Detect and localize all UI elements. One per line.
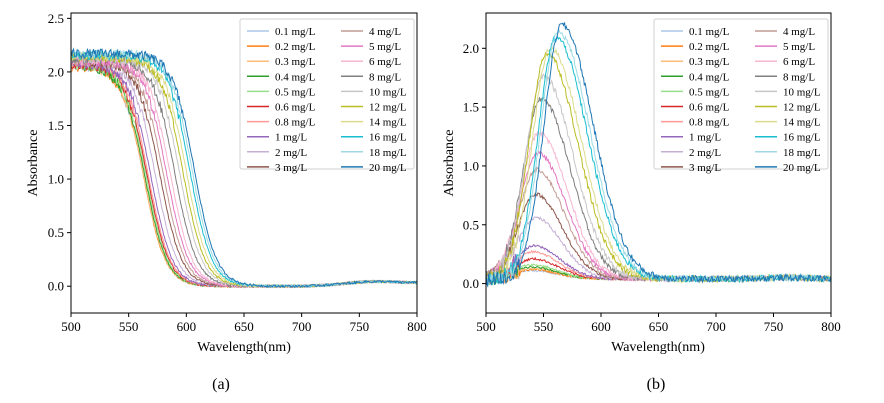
a-legend-label: 1 mg/L (275, 132, 307, 144)
b-legend-label: 10 mg/L (783, 86, 821, 98)
b-x-tick-label: 600 (591, 319, 611, 334)
a-legend-label: 16 mg/L (369, 132, 407, 144)
panel-a-series-line (70, 47, 418, 289)
b-legend-label: 5 mg/L (783, 41, 815, 53)
a-y-tick-label: 1.0 (48, 172, 64, 187)
panel-b-legend: 0.1 mg/L 0.2 mg/L 0.3 mg/L 0.4 mg/L 0.5 mg/L… (653, 18, 829, 174)
panel-b-xlabel: Wavelength(nm) (611, 340, 705, 355)
a-x-tick-label: 700 (292, 319, 312, 334)
a-y-tick-label: 1.5 (48, 118, 64, 133)
a-x-tick-label: 800 (407, 319, 427, 334)
b-legend-label: 1 mg/L (689, 132, 721, 144)
b-legend-label: 8 mg/L (783, 71, 815, 83)
b-x-tick-label: 750 (764, 319, 784, 334)
b-x-tick-label: 650 (649, 319, 669, 334)
a-x-tick-label: 750 (350, 319, 370, 334)
a-legend-label: 0.3 mg/L (275, 56, 316, 68)
panel-b-label: (b) (647, 376, 666, 393)
panel-a-legend: 0.1 mg/L 0.2 mg/L 0.3 mg/L 0.4 mg/L 0.5 mg/L… (239, 18, 415, 174)
panel-a-plot-area (70, 47, 418, 289)
a-legend-label: 0.2 mg/L (275, 41, 316, 53)
panel-b-ticks: 500 550 600 650 700 750 800 0.0 0.5 1.0 1.5 2.0 (463, 41, 841, 334)
a-legend-label: 12 mg/L (369, 102, 407, 114)
b-legend-label: 2 mg/L (689, 147, 721, 159)
b-legend-label: 18 mg/L (783, 147, 821, 159)
b-y-tick-label: 1.0 (463, 158, 479, 173)
a-legend-label: 0.4 mg/L (275, 71, 316, 83)
b-legend-label: 0.3 mg/L (689, 56, 730, 68)
a-legend-label: 5 mg/L (369, 41, 401, 53)
panel-b: 500 550 600 650 700 750 800 0.0 0.5 1.0 1.5 2.0 Wav… (442, 12, 841, 393)
a-legend-label: 0.8 mg/L (275, 117, 316, 129)
a-legend-label: 20 mg/L (369, 162, 407, 174)
panel-b-ylabel: Absorbance (442, 130, 457, 197)
b-legend-label: 0.8 mg/L (689, 117, 730, 129)
b-y-tick-label: 1.5 (463, 100, 479, 115)
a-legend-label: 6 mg/L (369, 56, 401, 68)
b-legend-label: 0.6 mg/L (689, 102, 730, 114)
a-y-tick-label: 2.0 (48, 64, 64, 79)
panel-a-xlabel: Wavelength(nm) (197, 340, 291, 355)
a-legend-box (239, 18, 415, 170)
panel-a-ylabel: Absorbance (26, 130, 41, 197)
a-y-tick-label: 2.5 (48, 11, 64, 26)
a-legend-label: 3 mg/L (275, 162, 307, 174)
a-legend-label: 0.1 mg/L (275, 26, 316, 38)
panel-b-series-line (485, 22, 832, 288)
b-x-tick-label: 500 (476, 319, 496, 334)
panel-a-label: (a) (212, 376, 230, 393)
b-legend-label: 0.5 mg/L (689, 86, 730, 98)
b-legend-box (653, 18, 829, 170)
a-x-tick-label: 600 (177, 319, 197, 334)
panel-b-series-line (485, 166, 832, 283)
panel-b-plot-area (485, 22, 832, 288)
a-legend-label: 10 mg/L (369, 86, 407, 98)
panel-a-ticks: 500 550 600 650 700 750 800 0.0 0.5 1.0 1.5 2.0 2.5 (48, 11, 427, 334)
a-x-tick-label: 550 (119, 319, 139, 334)
panel-a: 500 550 600 650 700 750 8000.00.51.01.52.02.5 … (26, 11, 427, 393)
b-x-tick-label: 800 (821, 319, 841, 334)
a-legend-label: 14 mg/L (369, 117, 407, 129)
a-legend-label: 0.6 mg/L (275, 102, 316, 114)
b-legend-label: 0.2 mg/L (689, 41, 730, 53)
b-legend-label: 20 mg/L (783, 162, 821, 174)
a-y-tick-label: 0.5 (48, 225, 64, 240)
b-y-tick-label: 2.0 (463, 41, 479, 56)
b-x-tick-label: 550 (534, 319, 554, 334)
a-legend-label: 18 mg/L (369, 147, 407, 159)
b-y-tick-label: 0.5 (463, 217, 479, 232)
a-x-tick-label: 650 (234, 319, 254, 334)
b-legend-label: 3 mg/L (689, 162, 721, 174)
panel-b-series-line (485, 150, 832, 283)
a-legend-label: 8 mg/L (369, 71, 401, 83)
b-legend-label: 14 mg/L (783, 117, 821, 129)
a-legend-label: 2 mg/L (275, 147, 307, 159)
a-legend-label: 0.5 mg/L (275, 86, 316, 98)
b-legend-label: 0.1 mg/L (689, 26, 730, 38)
b-x-tick-label: 700 (706, 319, 726, 334)
a-y-tick-label: 0.0 (48, 279, 64, 294)
b-legend-label: 12 mg/L (783, 102, 821, 114)
b-legend-label: 16 mg/L (783, 132, 821, 144)
b-legend-label: 4 mg/L (783, 26, 815, 38)
b-legend-label: 6 mg/L (783, 56, 815, 68)
a-x-tick-label: 500 (61, 319, 81, 334)
b-y-tick-label: 0.0 (463, 276, 479, 291)
b-legend-label: 0.4 mg/L (689, 71, 730, 83)
a-legend-label: 4 mg/L (369, 26, 401, 38)
